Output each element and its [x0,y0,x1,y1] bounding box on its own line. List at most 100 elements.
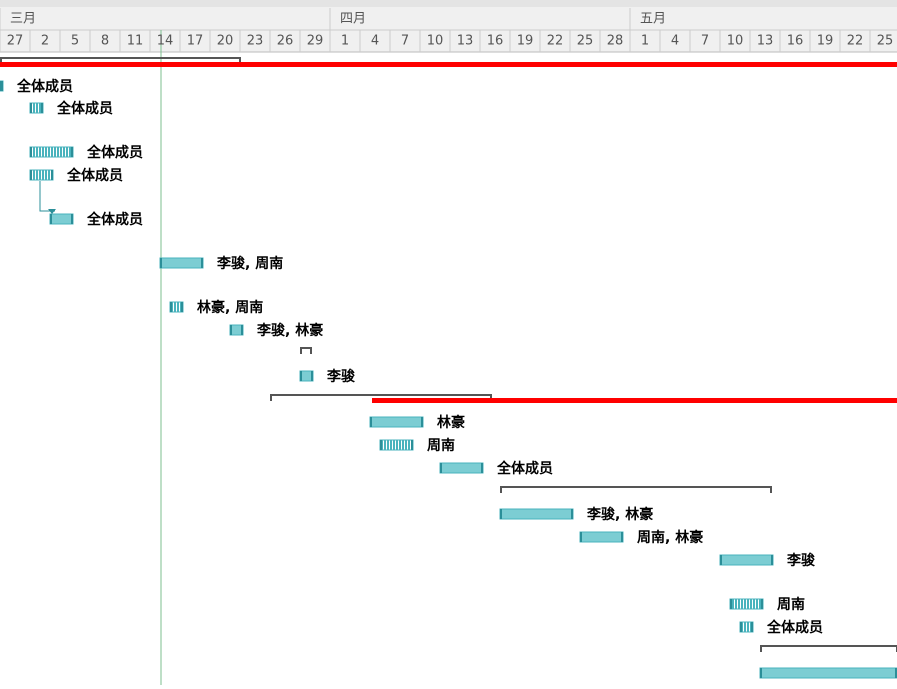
task-bar-end [300,371,302,381]
resource-label: 周南 [777,596,805,613]
task-bar-end [311,371,313,381]
month-label: 五月 [640,12,666,27]
day-label: 8 [101,34,109,49]
day-label: 26 [277,34,294,49]
resource-label: 李骏 [326,368,356,385]
resource-label: 全体成员 [86,144,143,161]
task-bar [369,416,424,428]
task-bar [499,508,574,520]
task-bar-end [71,214,73,224]
task-bar-end [761,599,763,609]
task-bar-end [51,170,53,180]
day-label: 11 [127,34,144,49]
resource-label: 林豪, 周南 [197,299,263,316]
task-bar-end [621,532,623,542]
resource-label: 李骏, 林豪 [586,506,653,523]
task-bar-end [760,668,762,678]
dependency-arrowhead [48,209,56,214]
task-bar [439,462,484,474]
resource-label: 李骏, 周南 [216,255,283,272]
resource-label: 林豪 [437,414,465,431]
task-bar-end [181,302,183,312]
day-label: 10 [727,34,744,49]
task-bar-end [440,463,442,473]
summary-bracket [300,347,312,354]
task-bar-end [50,214,52,224]
task-bar-end [720,555,722,565]
resource-label: 李骏 [786,552,816,569]
summary-bracket [500,486,772,493]
task-bar [379,439,414,451]
day-label: 25 [877,34,894,49]
task-bar [759,667,897,679]
resource-label: 全体成员 [86,211,143,228]
title-strip [0,0,897,7]
day-label: 17 [187,34,204,49]
day-label: 1 [641,34,649,49]
day-label: 29 [307,34,324,49]
task-bar-end [30,147,32,157]
day-label: 13 [457,34,474,49]
task-bar-end [411,440,413,450]
task-bar-end [201,258,203,268]
task-bar [29,146,74,158]
task-bar-end [41,103,43,113]
day-label: 2 [41,34,49,49]
task-bar [29,169,54,181]
task-bar-end [1,81,3,91]
day-label: 1 [341,34,349,49]
task-bar-end [160,258,162,268]
task-bar-end [500,509,502,519]
task-bar-end [170,302,172,312]
task-bar-end [230,325,232,335]
month-label: 三月 [10,12,36,27]
resource-label: 全体成员 [766,619,823,636]
task-bar-end [30,170,32,180]
day-label: 27 [7,34,24,49]
task-bar-end [571,509,573,519]
day-label: 22 [847,34,864,49]
day-label: 4 [371,34,379,49]
month-label: 四月 [340,12,366,27]
task-bar-end [380,440,382,450]
critical-summary [0,62,897,67]
day-label: 4 [671,34,679,49]
task-bar [579,531,624,543]
day-label: 5 [71,34,79,49]
day-label: 7 [401,34,409,49]
task-bar-end [421,417,423,427]
task-bar [49,213,74,225]
task-bar-end [71,147,73,157]
day-label: 25 [577,34,594,49]
task-bar [729,598,764,610]
day-label: 23 [247,34,264,49]
day-label: 19 [817,34,834,49]
day-label: 20 [217,34,234,49]
summary-bracket [760,645,897,652]
day-label: 16 [487,34,504,49]
day-label: 13 [757,34,774,49]
task-bar [719,554,774,566]
resource-label: 全体成员 [496,460,553,477]
summary-bracket [0,57,241,64]
task-bar-end [740,622,742,632]
resource-label: 全体成员 [16,78,73,95]
task-bar-end [241,325,243,335]
day-label: 16 [787,34,804,49]
day-label: 28 [607,34,624,49]
critical-summary [372,398,897,403]
task-bar-end [370,417,372,427]
task-bar-end [895,668,897,678]
task-bar [159,257,204,269]
task-bar-end [771,555,773,565]
day-label: 10 [427,34,444,49]
day-label: 14 [157,34,174,49]
dependency-arrow [39,181,55,212]
day-label: 22 [547,34,564,49]
day-label: 19 [517,34,534,49]
day-label: 7 [701,34,709,49]
task-bar-end [751,622,753,632]
